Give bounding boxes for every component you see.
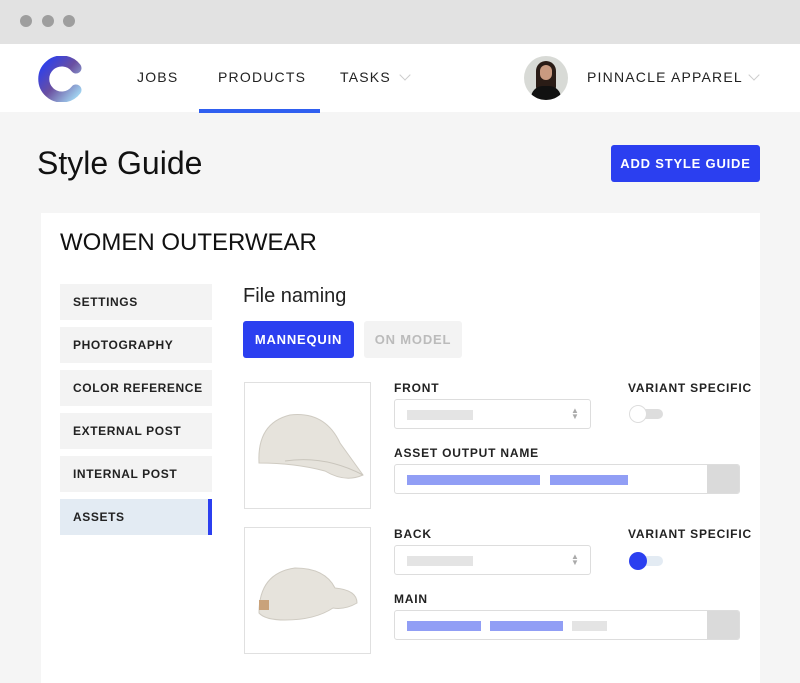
cap-front-image xyxy=(258,414,364,479)
variant-specific-toggle[interactable] xyxy=(629,552,663,570)
front-image[interactable] xyxy=(244,382,371,509)
window-maximize-dot[interactable] xyxy=(63,15,75,27)
nav-tasks[interactable]: TASKS xyxy=(340,69,391,85)
front-select[interactable]: ▲ ▼ xyxy=(394,399,591,429)
account-name[interactable]: PINNACLE APPAREL xyxy=(587,69,743,85)
variant-specific-label: VARIANT SPECIFIC xyxy=(628,381,752,395)
nav-active-indicator xyxy=(199,109,320,113)
front-label: FRONT xyxy=(394,381,440,395)
window-close-dot[interactable] xyxy=(20,15,32,27)
top-nav xyxy=(0,44,800,112)
card-title: WOMEN OUTERWEAR xyxy=(60,229,317,256)
sidebar-item-color-reference[interactable]: COLOR REFERENCE xyxy=(60,370,212,406)
tab-mannequin[interactable]: MANNEQUIN xyxy=(243,321,354,358)
main-label: MAIN xyxy=(394,592,428,606)
sidebar-item-settings[interactable]: SETTINGS xyxy=(60,284,212,320)
logo-icon[interactable] xyxy=(38,56,82,102)
nav-products[interactable]: PRODUCTS xyxy=(218,69,307,85)
select-arrows-icon: ▲ ▼ xyxy=(571,552,579,567)
sidebar-item-assets[interactable]: ASSETS xyxy=(60,499,212,535)
tab-on-model[interactable]: ON MODEL xyxy=(364,321,462,358)
variant-specific-toggle[interactable] xyxy=(629,405,663,423)
variant-specific-label: VARIANT SPECIFIC xyxy=(628,527,752,541)
sidebar-item-photography[interactable]: PHOTOGRAPHY xyxy=(60,327,212,363)
avatar[interactable] xyxy=(524,56,568,100)
add-style-guide-button[interactable]: ADD STYLE GUIDE xyxy=(611,145,760,182)
section-title: File naming xyxy=(243,285,347,307)
window-chrome xyxy=(0,0,800,44)
main-name-input[interactable] xyxy=(394,610,740,640)
back-label: BACK xyxy=(394,527,432,541)
back-image[interactable] xyxy=(244,527,371,654)
back-select[interactable]: ▲ ▼ xyxy=(394,545,591,575)
asset-output-name-input[interactable] xyxy=(394,464,740,494)
window-minimize-dot[interactable] xyxy=(42,15,54,27)
nav-jobs[interactable]: JOBS xyxy=(137,69,179,85)
cap-back-image xyxy=(258,567,358,621)
input-addon[interactable] xyxy=(707,611,739,639)
select-arrows-icon: ▲ ▼ xyxy=(571,406,579,421)
page-title: Style Guide xyxy=(37,145,203,181)
input-addon[interactable] xyxy=(707,465,739,493)
sidebar-item-external-post[interactable]: EXTERNAL POST xyxy=(60,413,212,449)
asset-output-name-label: ASSET OUTPUT NAME xyxy=(394,446,539,460)
sidebar-item-internal-post[interactable]: INTERNAL POST xyxy=(60,456,212,492)
